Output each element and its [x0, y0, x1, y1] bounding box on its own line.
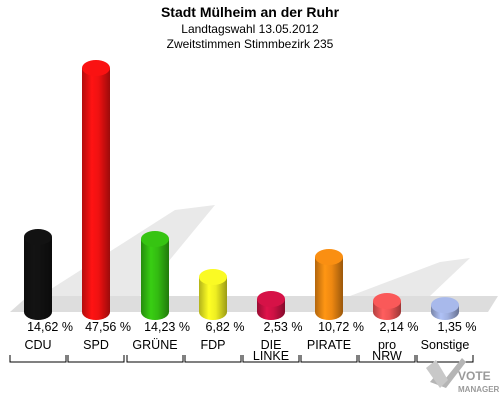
- bar-body-pirate: [315, 257, 343, 320]
- bar-pro-nrw: [373, 293, 401, 320]
- category-label-pirate: PIRATE: [307, 338, 351, 352]
- bar-cap-spd: [82, 60, 110, 76]
- category-label-sonstige: Sonstige: [421, 338, 470, 352]
- bar-spd: [82, 60, 110, 320]
- value-label-gr-ne: 14,23 %: [144, 320, 190, 334]
- bars-group: [24, 60, 459, 320]
- value-label-pirate: 10,72 %: [318, 320, 364, 334]
- value-label-sonstige: 1,35 %: [438, 320, 477, 334]
- bar-cap-sonstige: [431, 297, 459, 314]
- logo-text-manager: MANAGER: [458, 385, 500, 394]
- bar-cdu: [24, 228, 52, 320]
- category-bracket-cdu: [9, 355, 67, 363]
- bar-pirate: [315, 249, 343, 320]
- chart-subtitle-district: Zweitstimmen Stimmbezirk 235: [167, 37, 334, 51]
- logo-text-vote: VOTE: [458, 369, 491, 383]
- bar-fdp: [199, 269, 227, 320]
- value-label-fdp: 6,82 %: [206, 320, 245, 334]
- votemanager-logo: VOTE MANAGER: [426, 358, 500, 394]
- bar-cap-fdp: [199, 269, 227, 286]
- chart-subtitle-date: Landtagswahl 13.05.2012: [181, 22, 319, 36]
- bar-die-linke: [257, 291, 285, 320]
- value-label-pro-nrw: 2,14 %: [380, 320, 419, 334]
- category-label-gr-ne: GRÜNE: [132, 338, 177, 352]
- bar-cap-gr-ne: [141, 230, 169, 247]
- bar-cap-die-linke: [257, 291, 285, 308]
- bar-cap-pro-nrw: [373, 293, 401, 310]
- bar-body-gr-ne: [141, 238, 169, 320]
- value-label-spd: 47,56 %: [85, 320, 131, 334]
- checkmark-icon: [426, 358, 466, 388]
- category-labels-group: CDU SPD GRÜNE FDP DIE LINKE PIRATE pro NRW Sonsti…: [9, 338, 474, 363]
- category-bracket-fdp: [184, 355, 242, 363]
- bar-body-fdp: [199, 277, 227, 320]
- bar-cap-cdu: [24, 228, 52, 245]
- category-label-cdu: CDU: [24, 338, 51, 352]
- bar-body-cdu: [24, 236, 52, 320]
- category-bracket-pirate: [300, 355, 358, 363]
- bar-body-spd: [82, 68, 110, 320]
- category-bracket-pro-nrw: [358, 355, 416, 363]
- category-bracket-gr-ne: [126, 355, 184, 363]
- bar-sonstige: [431, 297, 459, 320]
- category-label-pro-nrw: pro NRW: [372, 338, 402, 363]
- chart-shadow-decor: [40, 205, 215, 296]
- value-labels-group: 14,62 % 47,56 % 14,23 % 6,82 % 2,53 % 10,72 %…: [27, 320, 476, 334]
- chart-shadow-decor-2: [350, 258, 470, 296]
- category-bracket-spd: [67, 355, 125, 363]
- category-bracket-sonstige: [416, 355, 474, 363]
- value-label-die-linke: 2,53 %: [264, 320, 303, 334]
- category-bracket-die-linke: [242, 355, 300, 363]
- bar-gr-ne: [141, 230, 169, 320]
- category-label-fdp: FDP: [201, 338, 226, 352]
- bar-cap-pirate: [315, 249, 343, 266]
- category-label-spd: SPD: [83, 338, 109, 352]
- chart-title: Stadt Mülheim an der Ruhr: [161, 4, 340, 20]
- category-label-die-linke: DIE LINKE: [253, 338, 289, 363]
- value-label-cdu: 14,62 %: [27, 320, 73, 334]
